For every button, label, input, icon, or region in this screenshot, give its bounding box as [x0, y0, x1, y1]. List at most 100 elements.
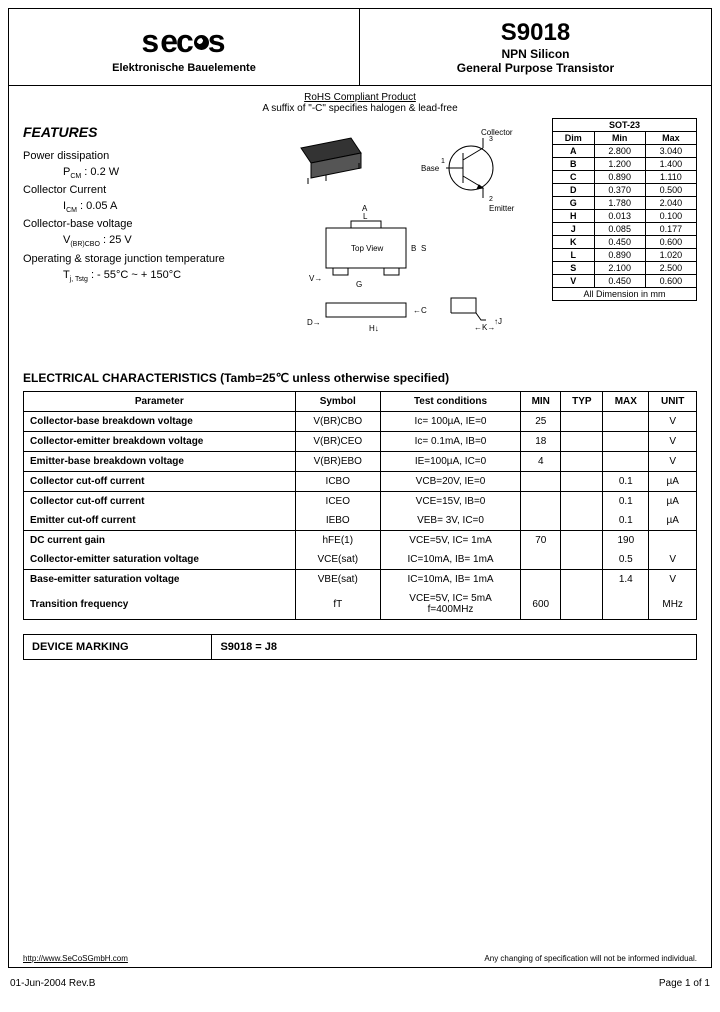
ec-typ: [561, 452, 603, 472]
ec-row: Collector cut-off currentICEOVCE=15V, IB…: [24, 492, 697, 512]
svg-text:Collector: Collector: [481, 128, 513, 137]
feature-value: PCM : 0.2 W: [23, 166, 273, 180]
package-diagram: Collector 3 Base 1 2 Emitter Top View: [281, 118, 544, 341]
ec-row: Collector-base breakdown voltageV(BR)CBO…: [24, 412, 697, 432]
ec-unit: [649, 531, 697, 551]
ec-max: 0.1: [603, 472, 649, 492]
ec-sym: V(BR)CEO: [295, 432, 380, 452]
ec-header: MAX: [603, 392, 649, 412]
ec-param: Collector-emitter saturation voltage: [24, 550, 296, 570]
ec-row: Collector cut-off currentICBOVCB=20V, IE…: [24, 472, 697, 492]
ec-typ: [561, 570, 603, 590]
dimension-table-wrap: SOT-23 DimMinMax A2.8003.040B1.2001.400C…: [552, 118, 697, 301]
svg-text:B: B: [411, 244, 416, 253]
feature-value: ICM : 0.05 A: [23, 200, 273, 214]
page-inner-footer: http://www.SeCoSGmbH.com Any changing of…: [23, 954, 697, 963]
ec-min: 600: [521, 589, 561, 620]
ec-unit: V: [649, 452, 697, 472]
ec-row: Emitter cut-off currentIEBOVEB= 3V, IC=0…: [24, 511, 697, 531]
dim-header: Dim: [553, 132, 595, 145]
ec-typ: [561, 511, 603, 531]
footer-disclaimer: Any changing of specification will not b…: [484, 954, 697, 963]
ec-param: DC current gain: [24, 531, 296, 551]
ec-cond: IC=10mA, IB= 1mA: [380, 570, 520, 590]
ec-cond: VCB=20V, IE=0: [380, 472, 520, 492]
ec-typ: [561, 412, 603, 432]
svg-text:←C: ←C: [413, 306, 427, 315]
ec-min: [521, 492, 561, 512]
subtitle-1: NPN Silicon: [368, 47, 703, 61]
svg-text:Top View: Top View: [351, 244, 384, 253]
ec-unit: V: [649, 432, 697, 452]
ec-unit: µA: [649, 511, 697, 531]
ec-header: Test conditions: [380, 392, 520, 412]
dim-row: S2.1002.500: [553, 262, 697, 275]
ec-typ: [561, 531, 603, 551]
ec-row: Collector-emitter breakdown voltageV(BR)…: [24, 432, 697, 452]
header-part: S9018 NPN Silicon General Purpose Transi…: [360, 9, 711, 85]
ec-sym: VCE(sat): [295, 550, 380, 570]
ec-typ: [561, 472, 603, 492]
svg-text:D→: D→: [307, 318, 321, 327]
ec-param: Transition frequency: [24, 589, 296, 620]
features-title: FEATURES: [23, 124, 273, 140]
ec-header: TYP: [561, 392, 603, 412]
ec-sym: V(BR)CBO: [295, 412, 380, 432]
ec-row: DC current gainhFE(1)VCE=5V, IC= 1mA7019…: [24, 531, 697, 551]
footer-url: http://www.SeCoSGmbH.com: [23, 954, 128, 963]
datasheet-page: secs Elektronische Bauelemente S9018 NPN…: [8, 8, 712, 968]
dim-row: A2.8003.040: [553, 145, 697, 158]
ec-row: Emitter-base breakdown voltageV(BR)EBOIE…: [24, 452, 697, 472]
ec-max: [603, 452, 649, 472]
svg-text:S: S: [421, 244, 426, 253]
ec-param: Collector-emitter breakdown voltage: [24, 432, 296, 452]
ec-header: UNIT: [649, 392, 697, 412]
ec-param: Collector cut-off current: [24, 492, 296, 512]
ec-sym: VBE(sat): [295, 570, 380, 590]
ec-max: 0.1: [603, 492, 649, 512]
feature-value: V(BR)CBO : 25 V: [23, 234, 273, 248]
ec-cond: IC=10mA, IB= 1mA: [380, 550, 520, 570]
svg-text:G: G: [356, 280, 362, 289]
ec-row: Base-emitter saturation voltageVBE(sat)I…: [24, 570, 697, 590]
ec-sym: fT: [295, 589, 380, 620]
dimension-table: SOT-23 DimMinMax A2.8003.040B1.2001.400C…: [552, 118, 697, 301]
ec-header: MIN: [521, 392, 561, 412]
ec-header: Symbol: [295, 392, 380, 412]
ec-cond: IE=100µA, IC=0: [380, 452, 520, 472]
main-content: FEATURES Power dissipation PCM : 0.2 W Col…: [9, 118, 711, 670]
ec-row: Collector-emitter saturation voltageVCE(…: [24, 550, 697, 570]
svg-text:Emitter: Emitter: [489, 204, 515, 213]
svg-text:Base: Base: [421, 164, 440, 173]
ec-cond: VCE=5V, IC= 1mA: [380, 531, 520, 551]
ec-table: ParameterSymbolTest conditionsMINTYPMAXU…: [23, 391, 697, 620]
ec-unit: µA: [649, 492, 697, 512]
ec-min: [521, 570, 561, 590]
feature-label: Power dissipation: [23, 150, 273, 162]
svg-text:A: A: [362, 204, 368, 213]
ec-min: 18: [521, 432, 561, 452]
logo-text: secs: [17, 23, 351, 60]
svg-text:V→: V→: [309, 274, 322, 283]
ec-sym: IEBO: [295, 511, 380, 531]
svg-text:3: 3: [489, 136, 493, 143]
feature-label: Collector Current: [23, 184, 273, 196]
ec-max: [603, 589, 649, 620]
suffix-line: A suffix of "-C" specifies halogen & lea…: [9, 103, 711, 114]
ec-max: 190: [603, 531, 649, 551]
ec-min: 4: [521, 452, 561, 472]
ec-typ: [561, 492, 603, 512]
ec-sym: V(BR)EBO: [295, 452, 380, 472]
dim-row: H0.0130.100: [553, 210, 697, 223]
ec-param: Collector cut-off current: [24, 472, 296, 492]
dim-row: B1.2001.400: [553, 158, 697, 171]
ec-max: 0.1: [603, 511, 649, 531]
page-outer-footer: 01-Jun-2004 Rev.B Page 1 of 1: [0, 976, 720, 999]
sub-brand: Elektronische Bauelemente: [17, 62, 351, 74]
feature-label: Collector-base voltage: [23, 218, 273, 230]
ec-cond: Ic= 0.1mA, IB=0: [380, 432, 520, 452]
dim-caption: SOT-23: [552, 118, 697, 131]
subtitle-2: General Purpose Transistor: [368, 61, 703, 75]
ec-param: Emitter-base breakdown voltage: [24, 452, 296, 472]
ec-typ: [561, 432, 603, 452]
